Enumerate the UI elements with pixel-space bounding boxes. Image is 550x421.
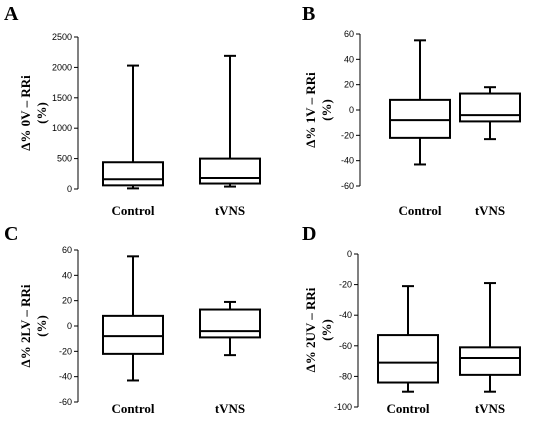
panel-c: C -60 -40 -20 0 20 40 60 Δ% 2LV – RRi(%) Control t… [4, 223, 261, 416]
y-tick-label: -40 [59, 372, 72, 382]
panel-letter: B [302, 3, 315, 25]
iqr-box [389, 98, 451, 139]
y-tick-label: 40 [344, 54, 354, 64]
y-tick-label: 2500 [52, 32, 72, 42]
boxplot-control [389, 39, 451, 166]
y-axis-label-line2: (%) [319, 319, 334, 341]
iqr-box [377, 334, 439, 384]
category-label: tVNS [215, 401, 245, 416]
y-axis-label: Δ% 2LV – RRi(%) [18, 284, 49, 367]
category-label: Control [398, 203, 441, 218]
y-tick-label: -40 [339, 310, 352, 320]
category-label: tVNS [475, 203, 505, 218]
iqr-box [459, 92, 521, 123]
y-tick-label: 60 [344, 29, 354, 39]
boxplot-control [102, 255, 164, 382]
y-axis-label-line1: Δ% 0V – RRi [18, 75, 33, 151]
category-label: Control [111, 203, 154, 218]
y-tick-label: -20 [59, 346, 72, 356]
panel-b: B -60 -40 -20 0 20 40 60 Δ% 1V – RRi(%) Control tV… [302, 3, 521, 218]
y-tick-label: 0 [347, 249, 352, 259]
y-axis-label-line2: (%) [34, 315, 49, 337]
category-label: tVNS [215, 203, 245, 218]
y-tick-label: 0 [67, 321, 72, 331]
y-axis-label: Δ% 1V – RRi(%) [303, 72, 334, 148]
y-tick-label: 500 [57, 154, 72, 164]
panel-d: D -100 -80 -60 -40 -20 0 Δ% 2UV – RRi(%) Control… [302, 223, 521, 416]
y-axis-label: Δ% 0V – RRi(%) [18, 75, 49, 151]
y-tick-label: -20 [339, 280, 352, 290]
y-tick-label: -100 [334, 402, 352, 412]
iqr-box [199, 308, 261, 339]
panel-letter: D [302, 223, 316, 245]
boxplot-control [377, 285, 439, 393]
y-tick-label: 60 [62, 245, 72, 255]
panel-letter: A [4, 3, 19, 25]
category-label: Control [111, 401, 154, 416]
y-axis-label-line2: (%) [34, 102, 49, 124]
y-tick-label: 40 [62, 270, 72, 280]
y-axis-label-line1: Δ% 2LV – RRi [18, 284, 33, 367]
y-tick-label: 0 [349, 105, 354, 115]
boxplot-tvns [459, 86, 521, 141]
y-axis-label-line1: Δ% 1V – RRi [303, 72, 318, 148]
y-tick-label: -60 [341, 181, 354, 191]
y-tick-label: 1000 [52, 123, 72, 133]
iqr-box [199, 157, 261, 185]
boxplot-tvns [199, 54, 261, 188]
iqr-box [102, 314, 164, 355]
y-tick-label: -60 [59, 397, 72, 407]
y-tick-label: -40 [341, 156, 354, 166]
y-axis-label-line1: Δ% 2UV – RRi [303, 287, 318, 372]
panel-a: A 0 500 1000 1500 2000 2500 Δ% 0V – RRi(%) Contr… [4, 3, 261, 218]
y-tick-label: 0 [67, 184, 72, 194]
panel-letter: C [4, 223, 18, 245]
y-tick-label: 20 [344, 80, 354, 90]
y-tick-label: -20 [341, 130, 354, 140]
y-tick-label: 2000 [52, 62, 72, 72]
boxplot-tvns [199, 300, 261, 357]
boxplot-tvns [459, 282, 521, 393]
iqr-box [459, 346, 521, 376]
y-tick-label: -60 [339, 341, 352, 351]
y-tick-label: 1500 [52, 93, 72, 103]
category-label: tVNS [475, 401, 505, 416]
y-tick-label: 20 [62, 296, 72, 306]
iqr-box [102, 161, 164, 187]
category-label: Control [386, 401, 429, 416]
y-axis-label: Δ% 2UV – RRi(%) [303, 287, 334, 372]
y-axis-label-line2: (%) [319, 99, 334, 121]
y-tick-label: -80 [339, 371, 352, 381]
boxplot-control [102, 64, 164, 190]
